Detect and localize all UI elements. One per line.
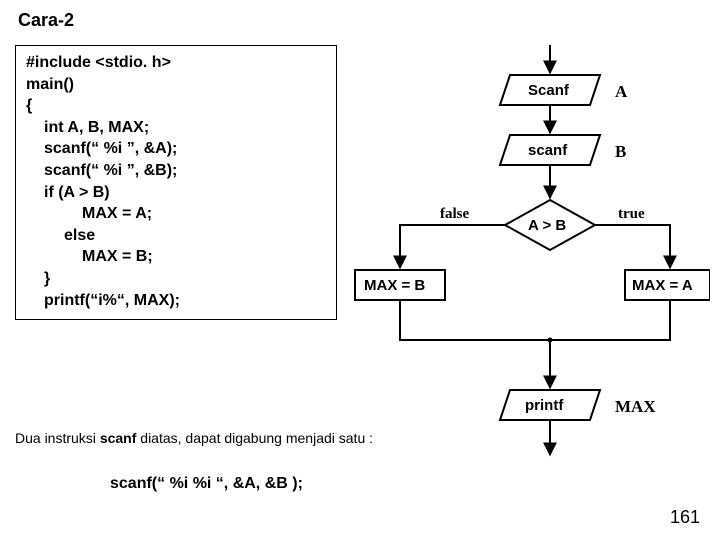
code-line: else [26,225,326,247]
code-line: int A, B, MAX; [26,117,326,139]
code-line: scanf(“ %i ”, &A); [26,138,326,160]
code-line: printf(“i%“, MAX); [26,290,326,312]
left-box-label: MAX = B [364,277,425,294]
page-number: 161 [670,507,700,528]
footnote-bold: scanf [100,430,137,446]
scanf-a-label: Scanf [528,82,570,99]
code-line: scanf(“ %i ”, &B); [26,160,326,182]
code-line: MAX = A; [26,203,326,225]
code-line: } [26,268,326,290]
code-line: if (A > B) [26,182,326,204]
code-line: { [26,95,326,117]
code-line: MAX = B; [26,246,326,268]
footnote-text: Dua instruksi [15,430,100,446]
combined-scanf-line: scanf(“ %i %i “, &A, &B ); [110,475,303,493]
footnote-text: diatas, dapat digabung menjadi satu : [136,430,373,446]
right-box-label: MAX = A [632,277,693,294]
scanf-b-side: B [615,142,626,161]
scanf-a-side: A [615,82,628,101]
code-line: #include <stdio. h> [26,52,326,74]
printf-label: printf [525,397,564,414]
code-line: main() [26,74,326,96]
scanf-b-label: scanf [528,142,568,159]
decision-label: A > B [528,217,566,234]
false-label: false [440,206,470,222]
code-block: #include <stdio. h> main() { int A, B, M… [15,45,337,320]
page-title: Cara-2 [18,10,74,31]
flowchart: Scanf A scanf B A > B false true MAX = B… [340,40,710,470]
true-label: true [618,206,645,222]
printf-side: MAX [615,397,656,416]
